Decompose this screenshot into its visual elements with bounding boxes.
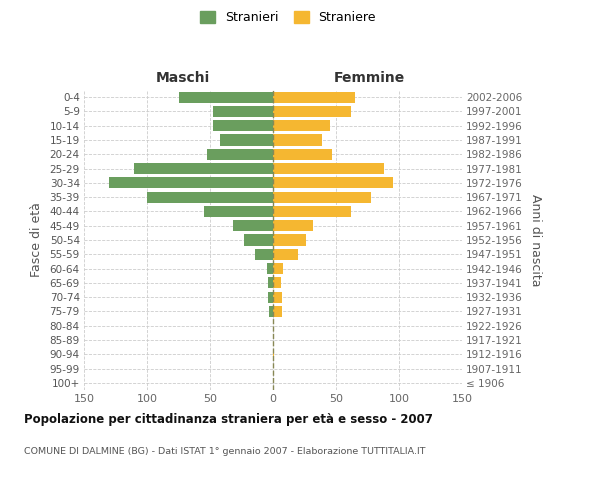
Y-axis label: Anni di nascita: Anni di nascita bbox=[529, 194, 542, 286]
Bar bbox=[273, 292, 282, 302]
Bar bbox=[134, 163, 273, 174]
Bar bbox=[212, 120, 273, 132]
Bar bbox=[273, 234, 306, 246]
Bar bbox=[273, 248, 298, 260]
Text: Maschi: Maschi bbox=[156, 71, 210, 85]
Bar bbox=[273, 263, 283, 274]
Text: Femmine: Femmine bbox=[334, 71, 404, 85]
Bar bbox=[273, 178, 392, 188]
Bar bbox=[273, 134, 322, 145]
Bar bbox=[273, 278, 281, 288]
Bar bbox=[179, 92, 273, 102]
Bar bbox=[266, 263, 273, 274]
Bar bbox=[273, 92, 355, 102]
Bar bbox=[273, 120, 330, 132]
Bar bbox=[273, 206, 351, 217]
Legend: Stranieri, Straniere: Stranieri, Straniere bbox=[195, 6, 381, 29]
Bar bbox=[220, 134, 273, 145]
Bar bbox=[256, 248, 273, 260]
Y-axis label: Fasce di età: Fasce di età bbox=[29, 202, 43, 278]
Bar bbox=[204, 206, 273, 217]
Bar bbox=[273, 348, 274, 360]
Bar bbox=[269, 306, 273, 317]
Bar bbox=[273, 306, 282, 317]
Text: Popolazione per cittadinanza straniera per età e sesso - 2007: Popolazione per cittadinanza straniera p… bbox=[24, 412, 433, 426]
Bar bbox=[208, 148, 273, 160]
Bar bbox=[109, 178, 273, 188]
Bar bbox=[268, 278, 273, 288]
Bar bbox=[244, 234, 273, 246]
Bar bbox=[268, 292, 273, 302]
Bar bbox=[147, 192, 273, 202]
Bar bbox=[273, 163, 384, 174]
Text: COMUNE DI DALMINE (BG) - Dati ISTAT 1° gennaio 2007 - Elaborazione TUTTITALIA.IT: COMUNE DI DALMINE (BG) - Dati ISTAT 1° g… bbox=[24, 448, 425, 456]
Bar bbox=[273, 148, 332, 160]
Bar bbox=[273, 192, 371, 202]
Bar bbox=[233, 220, 273, 232]
Bar bbox=[212, 106, 273, 117]
Bar bbox=[273, 106, 351, 117]
Bar bbox=[273, 220, 313, 232]
